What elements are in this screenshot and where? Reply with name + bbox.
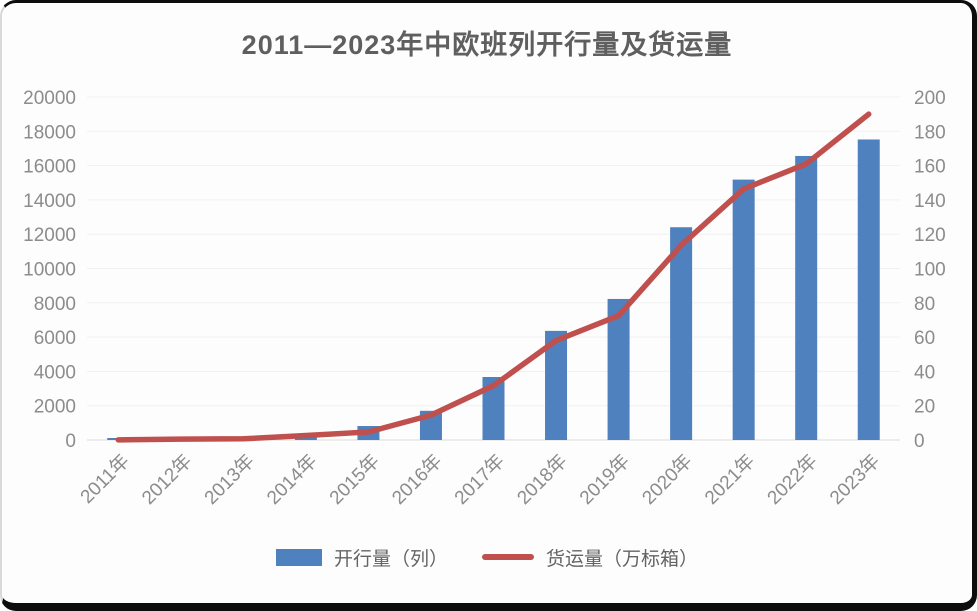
- x-axis-category-label: 2021年: [700, 450, 759, 509]
- line-series-swatch: [482, 554, 534, 560]
- left-axis-tick-label: 6000: [34, 328, 76, 349]
- left-axis-tick-label: 16000: [23, 157, 76, 178]
- right-axis-tick-label: 140: [914, 191, 946, 212]
- bar-2023年: [857, 139, 880, 440]
- legend-item-bar-series: 开行量（列）: [275, 544, 448, 571]
- left-axis-tick-label: 18000: [23, 122, 76, 143]
- x-axis-category-label: 2015年: [325, 450, 384, 509]
- bar-2021年: [732, 179, 755, 440]
- right-axis-tick-label: 20: [914, 397, 935, 418]
- x-axis-category-label: 2019年: [575, 450, 634, 509]
- left-axis-tick-label: 2000: [34, 397, 76, 418]
- combo-chart-svg: 0200040006000800010000120001400016000180…: [23, 88, 946, 509]
- x-axis-category-label: 2020年: [638, 450, 697, 509]
- bar-series-swatch: [275, 548, 322, 566]
- x-axis-category-label: 2011年: [76, 450, 134, 508]
- x-axis-category-label: 2017年: [450, 450, 509, 509]
- chart-plot-area: 0 2000 4000 6000 8000 10000 12000 14000 16000 180…: [2, 75, 968, 541]
- right-axis-tick-label: 60: [914, 328, 935, 349]
- x-axis-category-label: 2013年: [200, 450, 259, 509]
- right-axis-tick-label: 40: [914, 362, 935, 383]
- right-axis-tick-label: 160: [914, 157, 946, 178]
- right-axis-tick-label: 180: [914, 122, 946, 143]
- left-axis-tick-label: 4000: [34, 362, 76, 383]
- left-axis-tick-label: 14000: [23, 191, 76, 212]
- cargo-volume-line: [115, 111, 872, 443]
- right-axis-tick-label: 0: [914, 431, 925, 452]
- x-axis-category-label: 2023年: [825, 450, 884, 509]
- bar-2020年: [670, 227, 693, 440]
- right-axis-tick-label: 200: [914, 88, 946, 109]
- bar-series-label: 开行量（列）: [333, 548, 448, 570]
- x-axis-category-label: 2018年: [513, 450, 572, 509]
- left-axis-tick-label: 20000: [23, 88, 76, 109]
- bar-2017年: [482, 377, 505, 440]
- bar-2019年: [607, 298, 630, 440]
- x-axis-category-label: 2016年: [388, 450, 447, 509]
- left-axis-tick-label: 10000: [23, 260, 76, 281]
- x-axis-category-label: 2012年: [137, 450, 196, 509]
- right-axis-tick-label: 80: [914, 294, 935, 315]
- left-axis-tick-label: 8000: [34, 294, 76, 315]
- x-axis-category-label: 2022年: [763, 450, 822, 509]
- legend-item-line-series: 货运量（万标箱）: [482, 544, 698, 571]
- x-axis-category-label: 2014年: [263, 450, 322, 509]
- chart-title: 2011—2023年中欧班列开行量及货运量: [241, 30, 733, 60]
- right-axis-tick-label: 120: [914, 225, 946, 246]
- bar-2022年: [795, 155, 818, 440]
- right-axis-tick-label: 100: [914, 260, 946, 281]
- line-series-label: 货运量（万标箱）: [546, 548, 699, 570]
- left-axis-tick-label: 0: [65, 431, 76, 452]
- legend: 开行量（列） 货运量（万标箱）: [2, 537, 972, 577]
- bar-2018年: [545, 330, 568, 440]
- left-axis-tick-label: 12000: [23, 225, 76, 246]
